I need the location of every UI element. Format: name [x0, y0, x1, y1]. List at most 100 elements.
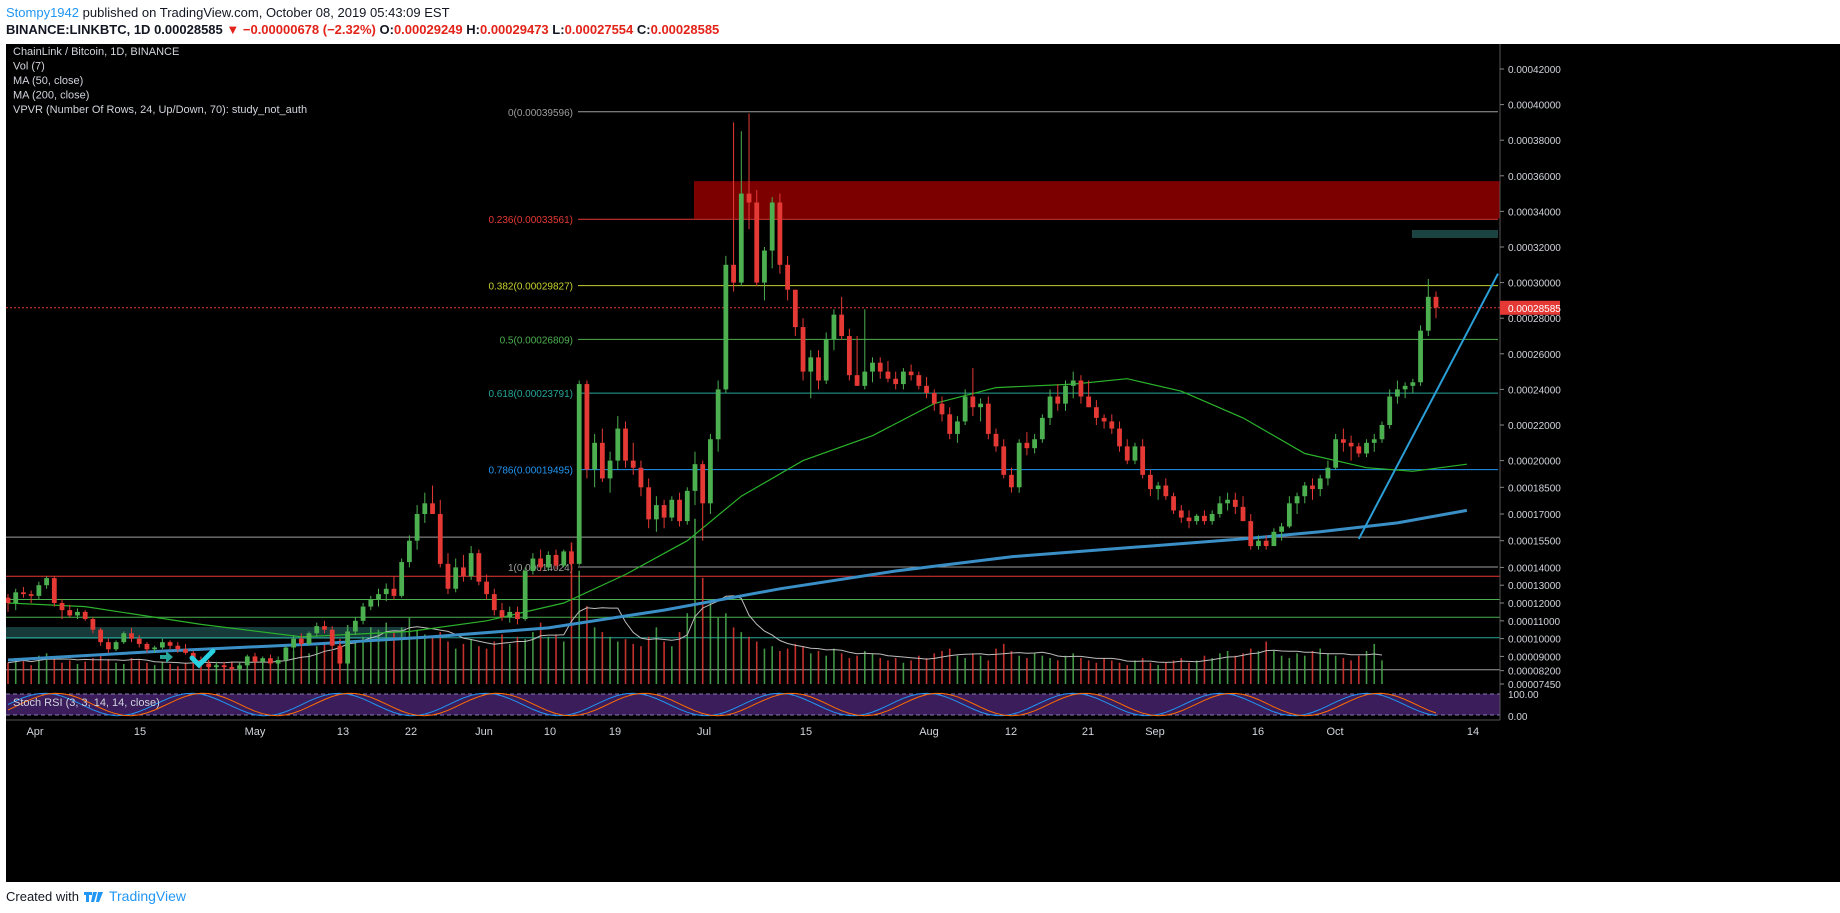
- volume-bar: [1165, 662, 1167, 684]
- candle-body: [1155, 485, 1161, 490]
- candle-body: [1101, 417, 1107, 422]
- volume-bar: [609, 636, 611, 684]
- volume-bar: [1319, 648, 1322, 684]
- volume-bar: [1018, 655, 1020, 684]
- candle-body: [1032, 439, 1038, 449]
- volume-bar: [1002, 643, 1005, 684]
- candle-body: [1294, 496, 1300, 504]
- volume-bar: [122, 663, 125, 684]
- symbol-label: BINANCE:LINKBTC, 1D: [6, 22, 151, 37]
- volume-bar: [1157, 665, 1159, 684]
- candle-body: [28, 594, 34, 596]
- candle-body: [314, 626, 320, 634]
- volume-bar: [277, 660, 279, 684]
- candle-body: [1078, 380, 1084, 397]
- volume-bar: [647, 636, 650, 684]
- volume-bar: [1350, 660, 1352, 684]
- candle-body: [808, 357, 814, 372]
- volume-bar: [1296, 653, 1298, 684]
- candle-body: [113, 642, 119, 650]
- volume-bar: [671, 646, 673, 684]
- candle-body: [376, 594, 381, 600]
- y-tick-label: 0.00028000: [1508, 314, 1561, 325]
- volume-bar: [578, 570, 580, 684]
- volume-bar: [864, 650, 866, 684]
- fib-level-label: 0.382(0.00029827): [488, 282, 573, 293]
- volume-bar: [809, 653, 812, 684]
- candle-body: [777, 202, 783, 265]
- volume-bar: [246, 660, 249, 684]
- candle-body: [1178, 510, 1184, 518]
- rsi-tick-label: 100.00: [1508, 690, 1539, 701]
- volume-bar: [161, 661, 164, 684]
- volume-bar: [593, 627, 596, 684]
- volume-bar: [894, 658, 897, 684]
- volume-bar: [439, 632, 442, 684]
- candle-body: [553, 554, 559, 566]
- current-price-label: 0.00028585: [1508, 304, 1561, 315]
- volume-bar: [292, 650, 295, 684]
- price-chart[interactable]: 0(0.00039596) 0.236(0.00033561) 0.382(0.00…: [6, 44, 1840, 882]
- volume-bar: [539, 622, 542, 684]
- candle-body: [1371, 439, 1377, 443]
- candle-body: [599, 442, 605, 479]
- candle-body: [445, 563, 451, 589]
- volume-bar: [663, 641, 665, 684]
- volume-bar: [1342, 658, 1345, 684]
- candle-body: [1217, 503, 1223, 515]
- x-tick-label: 13: [337, 726, 349, 738]
- low-label: L:: [552, 22, 565, 37]
- volume-bar: [470, 639, 472, 684]
- candle-body: [962, 396, 968, 422]
- candle-body: [700, 464, 706, 504]
- candle-body: [59, 603, 65, 611]
- candle-body: [746, 193, 752, 203]
- footer: Created with TradingView: [6, 888, 186, 904]
- volume-bar: [1257, 650, 1260, 684]
- volume-bar: [717, 617, 719, 684]
- vpvr-row: [1412, 230, 1498, 238]
- volume-bar: [786, 648, 789, 684]
- volume-bar: [184, 662, 187, 684]
- candle-body: [661, 505, 667, 518]
- candle-body: [1263, 540, 1269, 547]
- candle-body: [1425, 296, 1431, 331]
- author-link[interactable]: Stompy1942: [6, 5, 79, 20]
- volume-bar: [431, 636, 434, 684]
- candle-body: [430, 503, 435, 515]
- candle-body: [839, 314, 845, 337]
- candle-body: [1209, 514, 1215, 522]
- candle-body: [1232, 499, 1238, 507]
- candle-body: [1225, 499, 1230, 504]
- high-value: 0.00029473: [479, 22, 549, 37]
- volume-bar: [138, 660, 141, 684]
- volume-bar: [1273, 650, 1275, 684]
- candle-body: [785, 264, 791, 290]
- volume-bar: [1303, 655, 1306, 684]
- candle-body: [1317, 478, 1323, 490]
- volume-bar: [269, 663, 272, 684]
- candle-body: [924, 385, 929, 393]
- candle-body: [870, 362, 875, 372]
- volume-bar: [632, 643, 635, 684]
- volume-bar: [956, 655, 959, 684]
- trendline: [1357, 273, 1499, 540]
- volume-bar: [1249, 648, 1252, 684]
- candle-body: [283, 647, 289, 660]
- volume-bar: [223, 665, 225, 684]
- candle-body: [360, 606, 366, 621]
- volume-bar: [454, 648, 457, 684]
- volume-bar: [902, 662, 905, 684]
- legend-item: Vol (7): [13, 61, 45, 73]
- volume-bar: [400, 627, 403, 684]
- candle-body: [715, 389, 721, 440]
- volume-bar: [1195, 660, 1198, 684]
- candle-body: [708, 439, 713, 504]
- volume-bar: [323, 643, 326, 684]
- candle-body: [75, 611, 80, 616]
- candle-body: [630, 460, 636, 468]
- volume-bar: [393, 632, 395, 684]
- volume-bar: [1381, 660, 1383, 684]
- volume-bar: [825, 655, 828, 684]
- tradingview-brand-link[interactable]: TradingView: [108, 888, 187, 904]
